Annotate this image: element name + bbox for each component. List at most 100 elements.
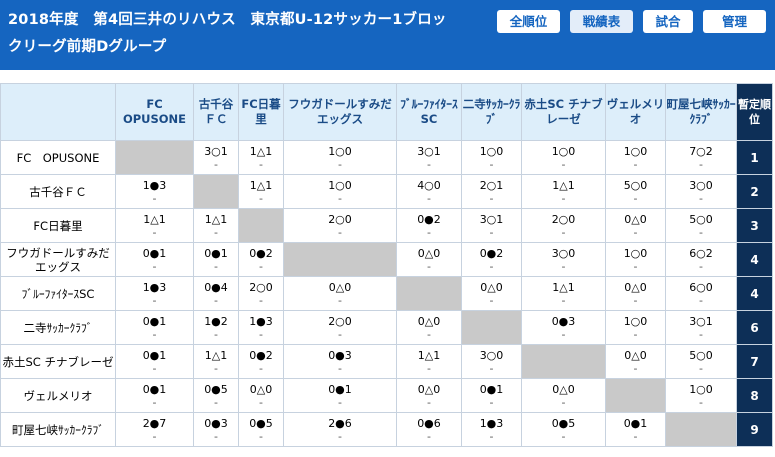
match-result-cell[interactable]: 2○0-: [283, 310, 397, 345]
match-result-cell[interactable]: 0△0-: [605, 208, 666, 243]
match-result-cell[interactable]: 0●1-: [115, 310, 194, 345]
match-result-cell[interactable]: 1△1-: [193, 344, 239, 379]
column-header-team[interactable]: 赤土SC チナブレーゼ: [521, 83, 606, 141]
match-result-cell[interactable]: 0●1-: [605, 412, 666, 447]
match-result-cell[interactable]: 1●3-: [238, 310, 284, 345]
column-header-team[interactable]: 古千谷ＦＣ: [193, 83, 239, 141]
match-result-cell[interactable]: 1○0-: [665, 378, 737, 413]
match-result-cell[interactable]: 1○0-: [605, 140, 666, 175]
match-result-cell[interactable]: 1△1-: [396, 344, 462, 379]
nav-admin-button[interactable]: 管理: [703, 10, 766, 33]
match-result-cell[interactable]: 0●3-: [193, 412, 239, 447]
match-result-cell[interactable]: 0●2-: [238, 344, 284, 379]
match-result-cell[interactable]: 6○0-: [665, 276, 737, 311]
match-result-cell[interactable]: 3○0-: [665, 174, 737, 209]
match-result-cell[interactable]: 2○1-: [461, 174, 522, 209]
row-team-name[interactable]: フウガドールすみだエッグス: [0, 242, 116, 277]
match-result-cell[interactable]: 3○1-: [665, 310, 737, 345]
column-header-team[interactable]: 二寺ｻｯｶｰｸﾗﾌﾞ: [461, 83, 522, 141]
match-result-cell[interactable]: 1○0-: [605, 310, 666, 345]
match-score: 0●1: [142, 382, 167, 396]
row-team-name[interactable]: 二寺ｻｯｶｰｸﾗﾌﾞ: [0, 310, 116, 345]
match-result-cell[interactable]: 4○0-: [396, 174, 462, 209]
match-result-cell[interactable]: 1●3-: [461, 412, 522, 447]
column-header-team[interactable]: ﾌﾞﾙｰﾌｧｲﾀｰｽSC: [396, 83, 462, 141]
match-result-cell[interactable]: 0●5-: [238, 412, 284, 447]
match-result-cell[interactable]: 3○1-: [461, 208, 522, 243]
match-result-cell[interactable]: 1△1-: [521, 276, 606, 311]
match-result-cell[interactable]: 0△0-: [461, 276, 522, 311]
column-header-team[interactable]: FC OPUSONE: [115, 83, 194, 141]
match-result-cell[interactable]: 0△0-: [396, 310, 462, 345]
match-result-cell[interactable]: 0●2-: [461, 242, 522, 277]
match-result-cell[interactable]: 1△1-: [238, 140, 284, 175]
match-result-cell[interactable]: 0●4-: [193, 276, 239, 311]
match-result-cell[interactable]: 1●3-: [115, 174, 194, 209]
row-team-name[interactable]: 町屋七峡ｻｯｶｰｸﾗﾌﾞ: [0, 412, 116, 447]
match-result-cell[interactable]: 2●6-: [283, 412, 397, 447]
match-result-cell[interactable]: 1●3-: [115, 276, 194, 311]
match-detail-dash: -: [633, 327, 638, 341]
match-result-cell[interactable]: 1△1-: [193, 208, 239, 243]
match-result-cell[interactable]: 0●2-: [396, 208, 462, 243]
match-detail-dash: -: [699, 259, 703, 273]
match-result-cell[interactable]: 1○0-: [283, 140, 397, 175]
match-result-cell[interactable]: 0△0-: [605, 276, 666, 311]
match-result-cell[interactable]: 6○2-: [665, 242, 737, 277]
match-result-cell[interactable]: 0△0-: [605, 344, 666, 379]
match-result-cell[interactable]: 1△1-: [521, 174, 606, 209]
match-result-cell[interactable]: 0●1-: [461, 378, 522, 413]
match-result-cell[interactable]: 0△0-: [283, 276, 397, 311]
column-header-team[interactable]: 町屋七峡ｻｯｶｰｸﾗﾌﾞ: [665, 83, 737, 141]
match-result-cell[interactable]: 1△1-: [238, 174, 284, 209]
match-result-cell[interactable]: 3○0-: [461, 344, 522, 379]
match-result-cell[interactable]: 0△0-: [396, 378, 462, 413]
row-team-name[interactable]: ﾌﾞﾙｰﾌｧｲﾀｰｽSC: [0, 276, 116, 311]
match-score: 6○0: [689, 280, 713, 294]
row-team-name[interactable]: 赤土SC チナブレーゼ: [0, 344, 116, 379]
match-result-cell[interactable]: 1○0-: [283, 174, 397, 209]
match-result-cell[interactable]: 0●2-: [238, 242, 284, 277]
match-result-cell[interactable]: 0●1-: [115, 344, 194, 379]
match-result-cell[interactable]: 0●1-: [193, 242, 239, 277]
column-header-team[interactable]: フウガドールすみだエッグス: [283, 83, 397, 141]
match-score: 1△1: [249, 178, 273, 192]
match-result-cell[interactable]: 2○0-: [521, 208, 606, 243]
match-result-cell[interactable]: 0△0-: [396, 242, 462, 277]
nav-results-table-button[interactable]: 戦績表: [570, 10, 633, 33]
match-result-cell[interactable]: 0●3-: [283, 344, 397, 379]
match-result-cell[interactable]: 3○1-: [396, 140, 462, 175]
row-team-name[interactable]: 古千谷ＦＣ: [0, 174, 116, 209]
nav-matches-button[interactable]: 試合: [643, 10, 693, 33]
row-team-name[interactable]: FC日暮里: [0, 208, 116, 243]
match-result-cell[interactable]: 0△0-: [238, 378, 284, 413]
match-result-cell[interactable]: 5○0-: [605, 174, 666, 209]
column-header-team[interactable]: FC日暮里: [238, 83, 284, 141]
match-result-cell[interactable]: 5○0-: [665, 344, 737, 379]
match-result-cell[interactable]: 0△0-: [521, 378, 606, 413]
match-result-cell[interactable]: 3○1-: [193, 140, 239, 175]
match-result-cell[interactable]: 7○2-: [665, 140, 737, 175]
match-detail-dash: -: [214, 429, 218, 443]
match-result-cell[interactable]: 0●3-: [521, 310, 606, 345]
match-result-cell[interactable]: 3○0-: [521, 242, 606, 277]
match-result-cell[interactable]: 2○0-: [283, 208, 397, 243]
match-result-cell[interactable]: 2●7-: [115, 412, 194, 447]
row-team-name[interactable]: FC OPUSONE: [0, 140, 116, 175]
match-result-cell[interactable]: 0●1-: [115, 378, 194, 413]
match-result-cell[interactable]: 1○0-: [521, 140, 606, 175]
match-result-cell[interactable]: 0●1-: [115, 242, 194, 277]
match-result-cell[interactable]: 1△1-: [115, 208, 194, 243]
match-result-cell[interactable]: 0●5-: [193, 378, 239, 413]
match-result-cell[interactable]: 1○0-: [461, 140, 522, 175]
column-header-team[interactable]: ヴェルメリオ: [605, 83, 666, 141]
match-result-cell[interactable]: 0●6-: [396, 412, 462, 447]
match-result-cell[interactable]: 0●1-: [283, 378, 397, 413]
match-result-cell[interactable]: 1●2-: [193, 310, 239, 345]
match-result-cell[interactable]: 2○0-: [238, 276, 284, 311]
match-result-cell[interactable]: 0●5-: [521, 412, 606, 447]
match-result-cell[interactable]: 1○0-: [605, 242, 666, 277]
nav-all-rankings-button[interactable]: 全順位: [497, 10, 560, 33]
row-team-name[interactable]: ヴェルメリオ: [0, 378, 116, 413]
match-result-cell[interactable]: 5○0-: [665, 208, 737, 243]
